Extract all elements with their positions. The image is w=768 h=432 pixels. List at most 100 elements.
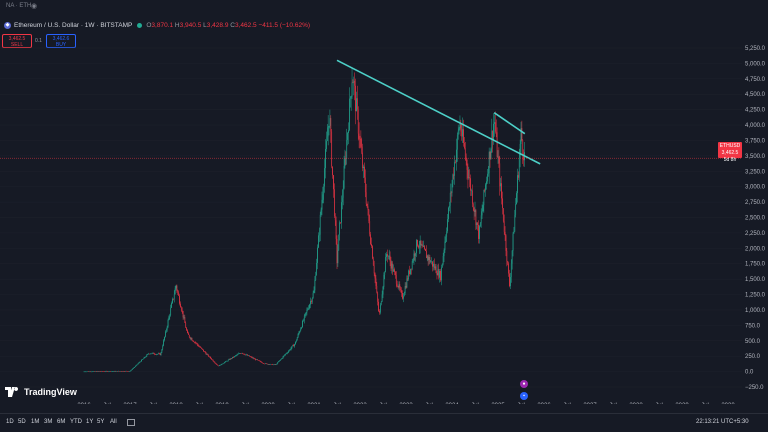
candle-body — [205, 352, 207, 355]
candle-body — [197, 344, 199, 347]
buy-button[interactable]: 3,462.6 BUY — [46, 34, 76, 48]
candle-body — [117, 371, 118, 372]
candle-body — [349, 98, 350, 131]
candle-body — [391, 263, 393, 269]
price-tick-label: 5,250.0 — [745, 46, 766, 52]
price-chart[interactable]: 5,250.0 5,000.0 4,750.0 4,500.0 4,250.0 4,000… — [0, 14, 768, 404]
candle-body — [239, 353, 241, 355]
candle-body — [218, 365, 220, 367]
candle-body — [493, 123, 494, 141]
time-tick-label: Jul — [517, 403, 525, 404]
candle-body — [334, 216, 336, 221]
candle-body — [281, 358, 283, 359]
candle-body — [311, 297, 313, 302]
event-badge-icon[interactable]: ● — [520, 380, 528, 388]
candle-body — [170, 307, 172, 316]
range-5y[interactable]: 5Y — [97, 419, 105, 425]
current-price-value: 3,462.5 — [721, 150, 739, 156]
range-1m[interactable]: 1M — [31, 419, 40, 425]
candle-body — [109, 371, 111, 372]
candle-body — [163, 340, 164, 346]
candle-body — [420, 240, 422, 246]
candle-body — [94, 371, 95, 372]
candle-body — [142, 359, 143, 360]
candle-body — [460, 123, 462, 132]
time-tick-label: 2024 — [445, 403, 459, 404]
candle-body — [364, 177, 366, 193]
candle-body — [492, 131, 494, 141]
candle-body — [332, 166, 333, 176]
candle-body — [502, 208, 504, 222]
time-tick-label: 2029 — [675, 403, 689, 404]
candle-body — [168, 316, 170, 321]
candle-body — [241, 353, 243, 354]
time-tick-label: Jul — [287, 403, 295, 404]
candle-body — [251, 356, 253, 358]
symbol-title[interactable]: Ethereum / U.S. Dollar · 1W · BITSTAMP — [14, 22, 133, 30]
candle-body — [172, 298, 173, 304]
range-6m[interactable]: 6M — [57, 419, 66, 425]
candle-body — [285, 353, 287, 355]
top-bar: NA · ETH ◉ — [0, 0, 768, 14]
candle-body — [487, 173, 489, 175]
candle-body — [397, 286, 399, 288]
time-tick-label: 2022 — [353, 403, 367, 404]
price-tick-label: −250.0 — [745, 385, 764, 391]
candle-body — [96, 371, 98, 372]
candle-body — [95, 371, 96, 372]
candle-body — [113, 371, 115, 372]
candle-body — [116, 371, 118, 372]
clock[interactable]: 22:13:21 UTC+5:30 — [696, 419, 749, 425]
candle-body — [453, 174, 455, 176]
candle-body — [172, 298, 174, 300]
candle-body — [499, 163, 501, 187]
range-1y[interactable]: 1Y — [86, 419, 94, 425]
candle-body — [329, 118, 331, 126]
candle-body — [209, 356, 210, 358]
range-ytd[interactable]: YTD — [70, 419, 82, 425]
calendar-icon[interactable] — [127, 419, 135, 426]
candle-body — [219, 365, 221, 366]
candle-body — [355, 85, 356, 112]
candle-body — [345, 158, 347, 159]
candle-body — [119, 371, 120, 372]
range-5d[interactable]: 5D — [18, 419, 26, 425]
candle-body — [446, 231, 448, 237]
candle-body — [147, 353, 149, 355]
range-all[interactable]: All — [110, 419, 117, 425]
range-3m[interactable]: 3M — [44, 419, 53, 425]
candle-body — [419, 240, 421, 248]
sell-button[interactable]: 3,462.5 SELL — [2, 34, 32, 48]
candle-body — [338, 234, 340, 251]
candle-body — [359, 138, 361, 140]
candle-body — [477, 222, 479, 225]
candle-body — [276, 363, 278, 365]
candle-body — [225, 361, 226, 363]
candle-body — [287, 351, 289, 353]
current-price-tag[interactable]: ETHUSD 3,462.5 5d 8h — [718, 142, 742, 163]
candle-body — [445, 236, 447, 242]
candle-body — [135, 365, 137, 366]
market-status-dot[interactable] — [137, 23, 143, 28]
candle-body — [494, 122, 496, 132]
price-tick-label: 4,500.0 — [745, 92, 766, 98]
tradingview-logo[interactable]: TradingView — [5, 386, 77, 398]
news-badge-icon[interactable]: ▪ — [520, 392, 528, 400]
candle-body — [390, 261, 392, 269]
candle-body — [108, 371, 110, 373]
candle-body — [379, 304, 381, 313]
candle-body — [443, 250, 445, 257]
candle-body — [287, 352, 288, 354]
time-tick-label: Jul — [471, 403, 479, 404]
candle-body — [354, 80, 356, 86]
candle-body — [98, 371, 100, 372]
candle-body — [238, 353, 240, 355]
candle-body — [363, 166, 364, 169]
eye-icon[interactable]: ◉ — [31, 3, 38, 10]
ticker-label[interactable]: NA · ETH — [6, 3, 32, 9]
candle-body — [173, 294, 175, 299]
candle-body — [456, 149, 457, 163]
candle-body — [414, 253, 416, 256]
candle-body — [96, 371, 97, 372]
range-1d[interactable]: 1D — [6, 419, 14, 425]
